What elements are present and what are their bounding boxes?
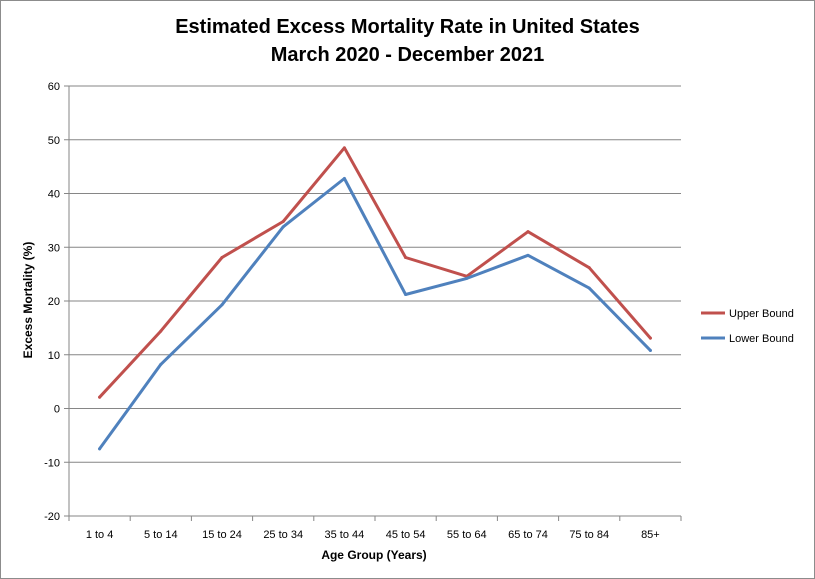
x-tick-label: 35 to 44 bbox=[325, 529, 365, 541]
x-tick-label: 1 to 4 bbox=[86, 529, 114, 541]
x-tick-label: 75 to 84 bbox=[569, 529, 609, 541]
data-point-upper-bound bbox=[220, 255, 224, 259]
x-tick-labels: 1 to 4 5 to 14 15 to 24 25 to 34 35 to 44 45 … bbox=[86, 529, 660, 541]
data-series bbox=[98, 146, 652, 451]
series-line-upper-bound bbox=[98, 146, 652, 399]
data-point-upper-bound bbox=[404, 255, 408, 259]
y-tick-label: 10 bbox=[48, 350, 60, 362]
data-point-upper-bound bbox=[648, 336, 652, 340]
data-point-lower-bound bbox=[342, 176, 346, 180]
chart-subtitle: March 2020 - December 2021 bbox=[270, 44, 545, 66]
chart-title: Estimated Excess Mortality Rate in Unite… bbox=[175, 16, 640, 38]
legend-label-upper-bound: Upper Bound bbox=[729, 308, 794, 320]
y-tick-label: 60 bbox=[48, 81, 60, 93]
axes bbox=[64, 85, 682, 521]
data-point-upper-bound bbox=[159, 329, 163, 333]
gridlines bbox=[69, 85, 681, 517]
data-point-upper-bound bbox=[587, 266, 591, 270]
x-tick-label: 5 to 14 bbox=[144, 529, 178, 541]
data-point-lower-bound bbox=[587, 286, 591, 290]
data-point-lower-bound bbox=[465, 276, 469, 280]
y-tick-label: 50 bbox=[48, 135, 60, 147]
y-axis-title: Excess Mortality (%) bbox=[21, 242, 35, 359]
y-tick-label: 20 bbox=[48, 296, 60, 308]
legend: Upper Bound Lower Bound bbox=[701, 308, 794, 345]
y-tick-label: -10 bbox=[44, 457, 60, 469]
data-point-lower-bound bbox=[404, 293, 408, 297]
x-tick-label: 85+ bbox=[641, 529, 660, 541]
x-tick-label: 15 to 24 bbox=[202, 529, 242, 541]
data-point-lower-bound bbox=[159, 362, 163, 366]
x-tick-label: 65 to 74 bbox=[508, 529, 548, 541]
data-point-upper-bound bbox=[281, 219, 285, 223]
data-point-upper-bound bbox=[98, 395, 102, 399]
y-tick-label: 40 bbox=[48, 189, 60, 201]
legend-label-lower-bound: Lower Bound bbox=[729, 333, 794, 345]
y-tick-label: -20 bbox=[44, 511, 60, 523]
x-tick-label: 45 to 54 bbox=[386, 529, 426, 541]
y-tick-label: 30 bbox=[48, 242, 60, 254]
y-tick-label: 0 bbox=[54, 404, 60, 416]
data-point-upper-bound bbox=[526, 230, 530, 234]
data-point-upper-bound bbox=[342, 146, 346, 150]
y-tick-labels: -20 -10 0 10 20 30 40 50 60 bbox=[44, 81, 60, 523]
data-point-lower-bound bbox=[220, 303, 224, 307]
series-line-lower-bound bbox=[98, 177, 652, 451]
x-tick-label: 55 to 64 bbox=[447, 529, 487, 541]
x-tick-label: 25 to 34 bbox=[263, 529, 303, 541]
data-point-lower-bound bbox=[526, 253, 530, 257]
x-axis-title: Age Group (Years) bbox=[321, 548, 426, 562]
chart-title-block: Estimated Excess Mortality Rate in Unite… bbox=[1, 13, 814, 69]
data-point-lower-bound bbox=[98, 447, 102, 451]
data-point-lower-bound bbox=[281, 225, 285, 229]
data-point-lower-bound bbox=[648, 348, 652, 352]
